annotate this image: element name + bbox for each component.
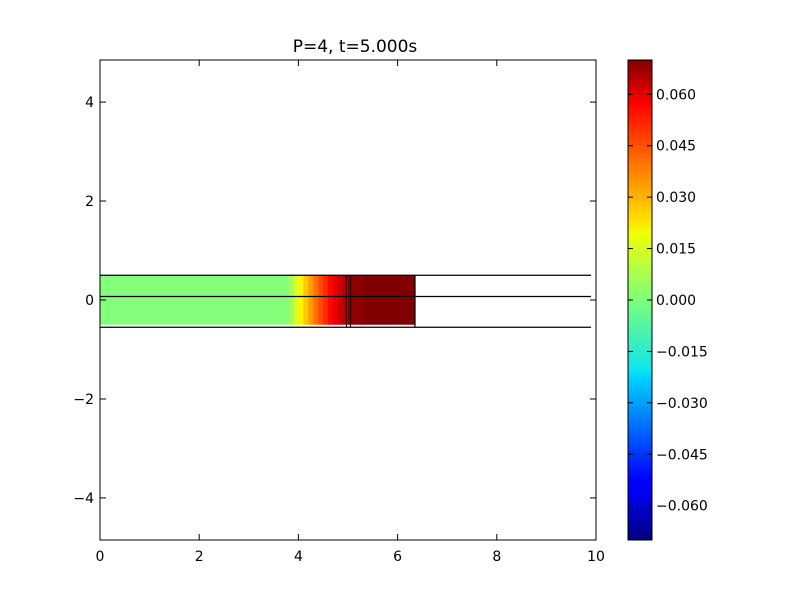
x-tick-label: 2 <box>195 549 204 565</box>
heatmap-cell <box>303 275 309 325</box>
colorbar-ticks: −0.060 −0.045 −0.030 −0.015 0.000 0.015 0.030 0… <box>628 87 708 515</box>
heatmap-cell <box>100 275 290 325</box>
plot-area <box>99 59 597 541</box>
x-tick-label: 8 <box>492 549 501 565</box>
mesh-lines <box>100 274 592 328</box>
heatmap-cell <box>362 275 416 325</box>
colorbar-tick-label: 0.015 <box>656 242 696 258</box>
colorbar-tick-label: 0.045 <box>656 139 696 155</box>
colorbar: −0.060 −0.045 −0.030 −0.015 0.000 0.015 0.030 0… <box>627 59 708 541</box>
heatmap-cell <box>343 275 349 325</box>
heatmap-cell <box>313 275 319 325</box>
colorbar-tick-label: −0.015 <box>656 344 708 360</box>
heatmap-cell <box>333 275 339 325</box>
colorbar-tick-label: 0.060 <box>656 87 696 103</box>
chart-title: P=4, t=5.000s <box>293 37 418 57</box>
heatmap-cell <box>288 275 295 325</box>
x-axis: 0 2 4 6 8 10 <box>96 60 605 565</box>
heatmap-cell <box>338 275 344 325</box>
y-tick-label: 0 <box>85 293 94 309</box>
y-tick-label: 4 <box>85 95 94 111</box>
x-tick-label: 0 <box>96 549 105 565</box>
heatmap-cell <box>293 275 299 325</box>
colorbar-tick-label: −0.060 <box>656 499 708 515</box>
y-axis: −4 −2 0 2 4 <box>73 95 596 507</box>
colorbar-tick-label: −0.045 <box>656 447 708 463</box>
heatmap-cell <box>328 275 334 325</box>
y-tick-label: 2 <box>85 194 94 210</box>
heatmap-cell <box>298 275 304 325</box>
colorbar-tick-label: 0.000 <box>656 293 696 309</box>
heatmap-field <box>100 275 416 325</box>
heatmap-cell <box>348 275 364 325</box>
y-tick-label: −4 <box>73 491 94 507</box>
heatmap-cell <box>323 275 329 325</box>
colorbar-tick-label: −0.030 <box>656 396 708 412</box>
x-tick-label: 10 <box>587 549 605 565</box>
heatmap-cell <box>308 275 314 325</box>
heatmap-cell <box>318 275 324 325</box>
x-tick-label: 6 <box>393 549 402 565</box>
y-tick-label: −2 <box>73 392 94 408</box>
colorbar-frame <box>627 59 653 541</box>
x-tick-label: 4 <box>294 549 303 565</box>
colorbar-tick-label: 0.030 <box>656 190 696 206</box>
